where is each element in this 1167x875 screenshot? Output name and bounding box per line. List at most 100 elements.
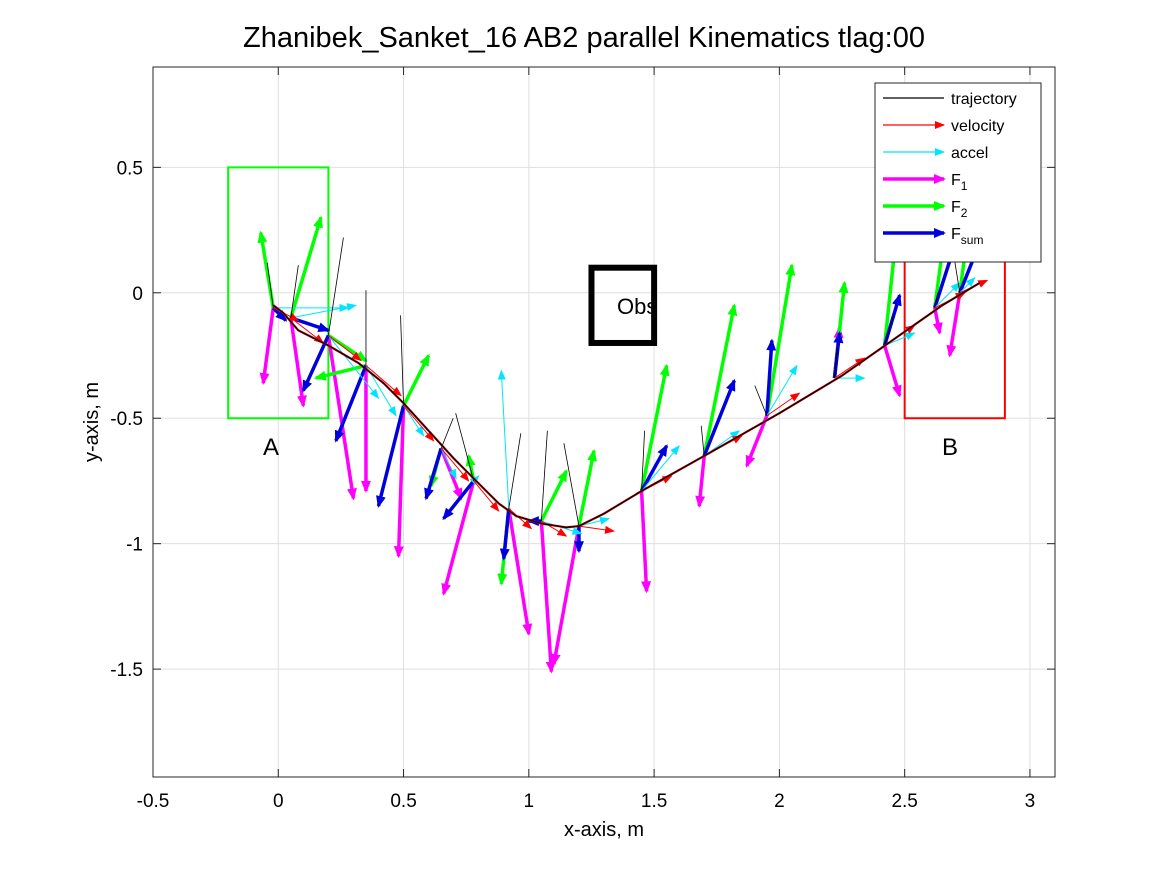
connector-line [455, 413, 475, 482]
y-tick-label: -1 [126, 535, 143, 556]
vector-f1 [441, 480, 476, 596]
vector-fsum [499, 508, 511, 561]
vector-velocity [578, 525, 616, 534]
vector-velocity [508, 508, 533, 530]
x-tick-label: 3 [1025, 791, 1036, 812]
vector-f1 [932, 307, 943, 335]
axis-ticks: -0.5 0 0.5 1 1.5 2 2.5 3 -1.5 -1 -0.5 0 0.5 [110, 67, 1055, 812]
vector-f1 [639, 490, 652, 594]
legend-label-f2: F2 [951, 199, 968, 220]
connector-line [641, 430, 645, 492]
vector-f1 [289, 317, 307, 408]
vector-f2 [257, 230, 275, 309]
vector-velocity [328, 335, 362, 362]
x-tick-label: 1 [524, 791, 535, 812]
connector-line [563, 443, 580, 527]
vector-accel [934, 282, 961, 309]
connector-line [400, 315, 404, 406]
vector-f1 [507, 508, 533, 636]
y-tick-label: -0.5 [110, 409, 143, 430]
annotation-obs: Obs [617, 294, 657, 319]
connector-line [266, 262, 274, 308]
vector-f1 [695, 455, 706, 509]
vector-f2 [289, 215, 323, 319]
connector-line [540, 430, 548, 522]
vector-f2 [577, 448, 597, 527]
start-box [227, 166, 330, 420]
vector-f2 [702, 303, 738, 457]
vector-fsum [640, 444, 669, 492]
annotation-b: B [942, 434, 958, 461]
vector-fsum [301, 334, 330, 393]
vector-f2 [313, 363, 367, 381]
vector-velocity [473, 480, 500, 512]
y-tick-label: -1.5 [110, 660, 143, 681]
vector-accel [290, 303, 357, 319]
vector-velocity [290, 317, 325, 344]
connector-line [327, 237, 344, 336]
vector-f2 [401, 353, 431, 407]
x-tick-label: 0.5 [390, 791, 416, 812]
legend: trajectory velocity accel F1 F2 Fsum [874, 82, 1042, 263]
goal-box [903, 254, 1006, 420]
vector-velocity [403, 405, 435, 442]
connector-line [290, 265, 299, 318]
connector-line [508, 433, 522, 509]
trajectory-layer [272, 281, 981, 529]
vector-velocity [834, 357, 866, 379]
legend-label-fsum: Fsum [951, 226, 983, 247]
vector-accel [959, 277, 976, 294]
legend-label-f1: F1 [951, 172, 968, 193]
vector-accel [578, 516, 610, 527]
vector-f1 [550, 525, 581, 667]
vector-f1 [393, 405, 406, 559]
x-tick-label: 2 [774, 791, 785, 812]
vector-f2 [639, 363, 670, 492]
vector-fsum [765, 338, 777, 416]
vector-fsum [424, 447, 443, 501]
legend-label-trajectory: trajectory [951, 91, 1017, 108]
connector-line [884, 315, 895, 346]
legend-label-velocity: velocity [951, 118, 1004, 135]
plot-area [152, 66, 1056, 778]
connector-line [754, 385, 768, 416]
x-tick-label: 1.5 [641, 791, 667, 812]
y-axis-label: y-axis, m [81, 382, 103, 462]
y-tick-label: 0.5 [117, 158, 143, 179]
vector-f1 [745, 415, 769, 468]
connector-line [934, 292, 939, 308]
connector-line [440, 418, 454, 449]
vector-f2 [539, 469, 568, 522]
obstacle [588, 264, 658, 346]
legend-label-accel: accel [951, 145, 988, 162]
chart-title: Zhanibek_Sanket_16 AB2 parallel Kinemati… [243, 22, 925, 54]
x-tick-label: 2.5 [891, 791, 917, 812]
x-tick-label: 0 [273, 791, 284, 812]
vector-f1 [882, 344, 902, 398]
vector-accel [641, 445, 680, 492]
vector-accel [766, 364, 798, 416]
vector-velocity [440, 448, 470, 482]
vector-velocity [365, 365, 402, 397]
trajectory-red-trace [272, 281, 981, 529]
vector-f2 [882, 248, 899, 346]
vector-accel [497, 369, 510, 509]
vector-fsum [272, 306, 288, 322]
x-tick-label: -0.5 [137, 791, 170, 812]
vector-f1 [539, 520, 556, 674]
vector-fsum [334, 364, 368, 443]
trajectory-line [272, 282, 981, 529]
vector-f2 [765, 263, 796, 417]
connector-line [834, 347, 838, 379]
y-tick-label: 0 [132, 284, 143, 305]
vector-f1 [259, 307, 276, 386]
vector-fsum [442, 479, 476, 521]
x-axis-label: x-axis, m [564, 819, 644, 841]
vector-accel [403, 405, 425, 437]
vector-f1 [946, 292, 962, 358]
connector-line [700, 425, 705, 456]
annotation-a: A [263, 434, 279, 461]
vector-accel [327, 335, 380, 399]
vector-fsum [702, 378, 736, 457]
